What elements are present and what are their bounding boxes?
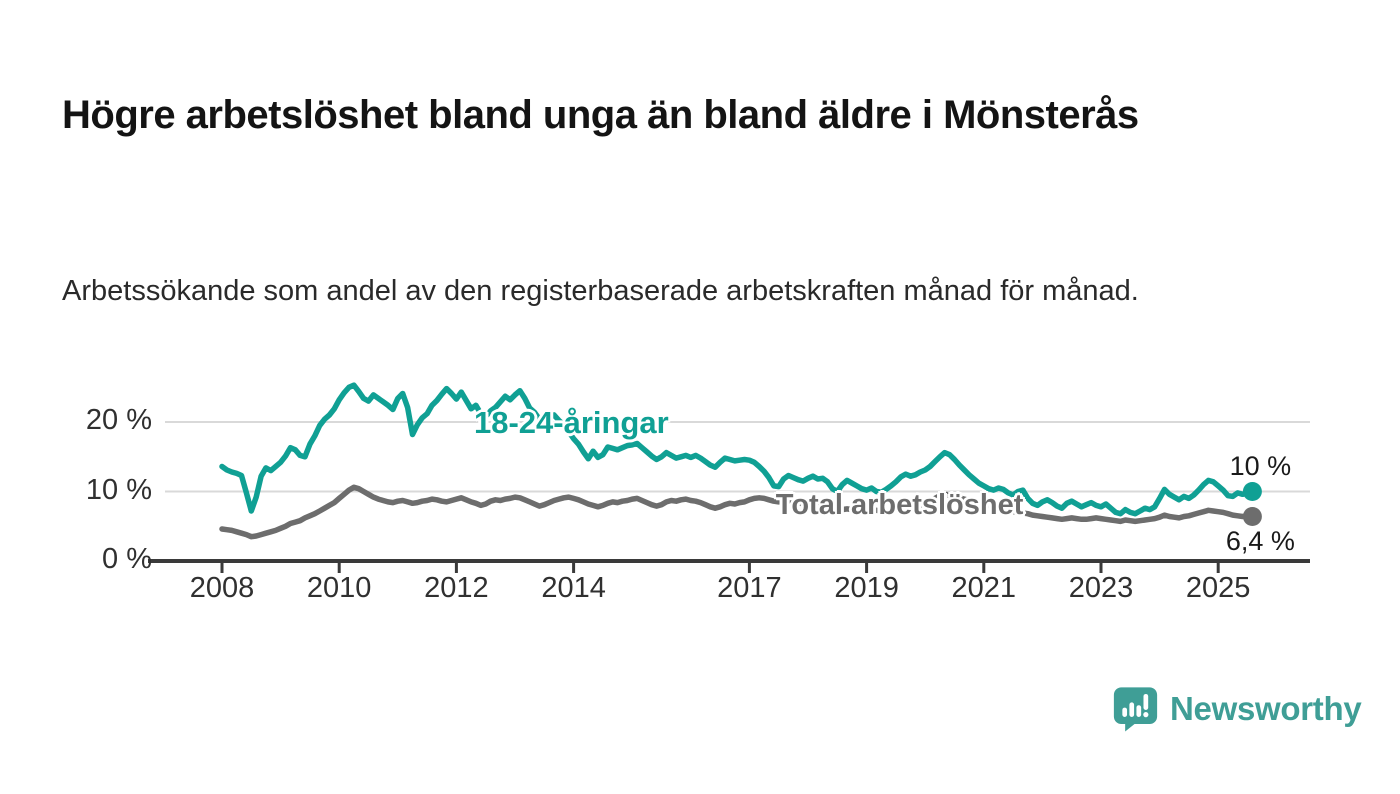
chart-title: Högre arbetslöshet bland unga än bland ä… — [62, 92, 1139, 137]
newsworthy-wordmark: Newsworthy — [1170, 690, 1362, 727]
series-end-dot-young — [1242, 482, 1262, 501]
chart-subtitle: Arbetssökande som andel av den registerb… — [62, 275, 1139, 307]
series-end-dot-total — [1242, 507, 1262, 527]
newsworthy-speech-bubble-bar-chart-icon — [1113, 687, 1158, 732]
newsworthy-logo: Newsworthy — [1112, 685, 1362, 733]
series-line-total — [219, 484, 1256, 540]
series-line-young — [219, 382, 1256, 517]
